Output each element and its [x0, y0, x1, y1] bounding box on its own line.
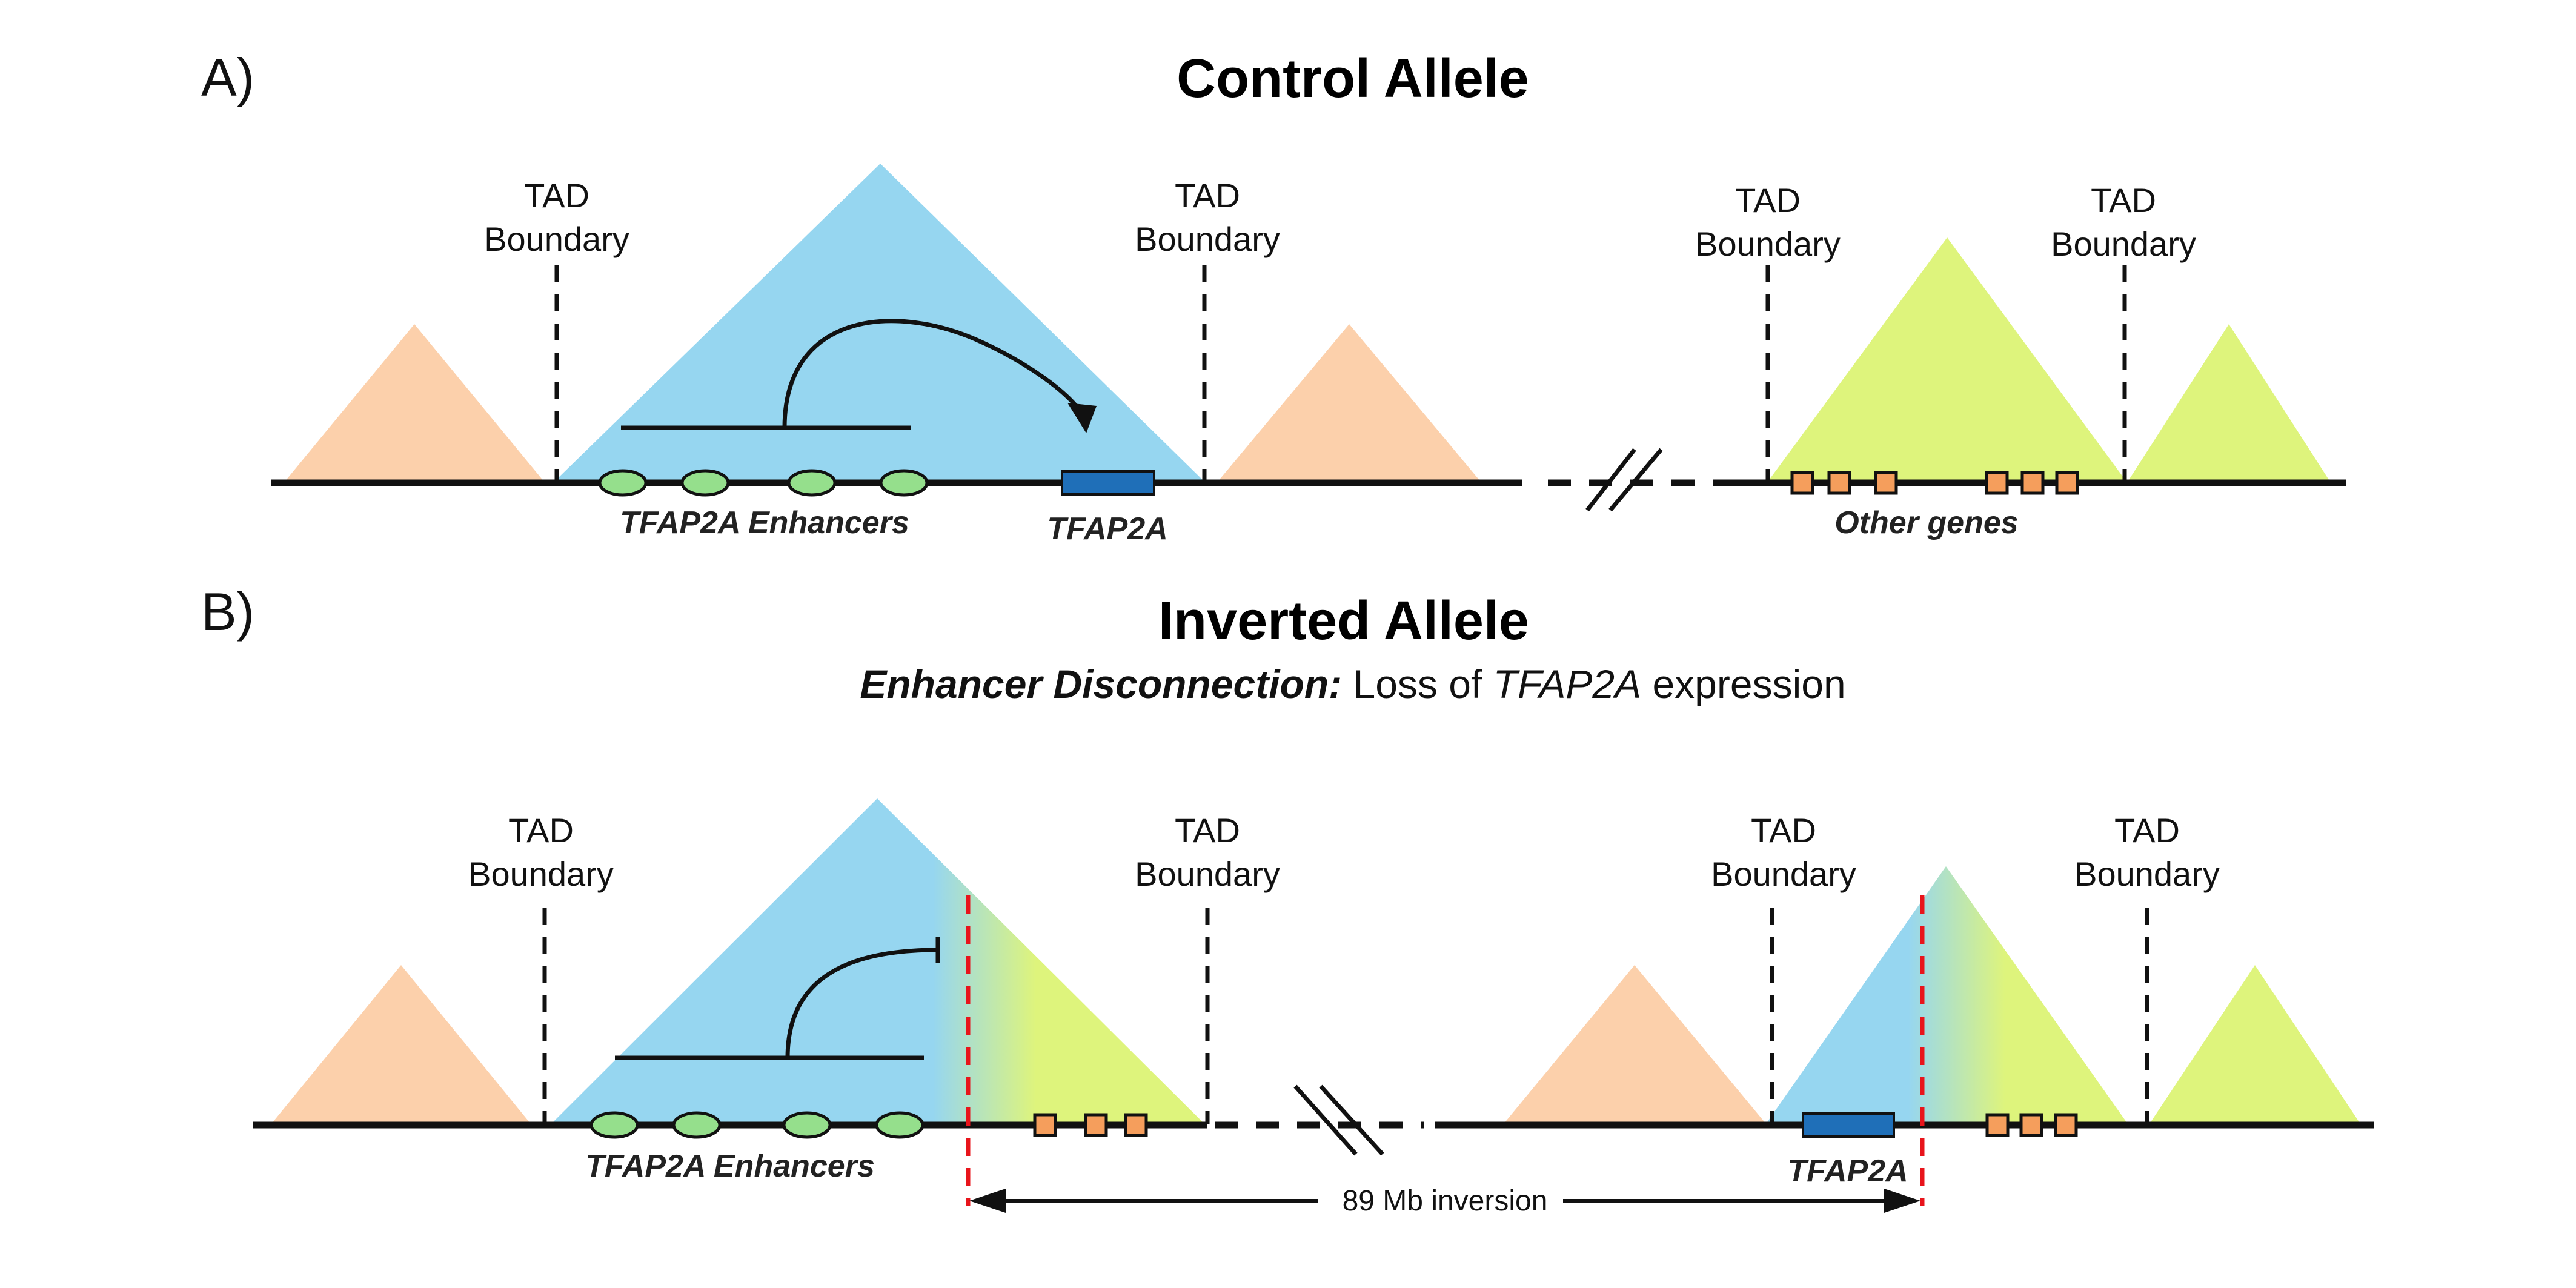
tad-boundary-label: TAD Boundary: [2051, 181, 2196, 263]
tad-peach-left: [285, 324, 544, 482]
enhancer-element: [672, 1111, 722, 1139]
chromosome-break-icon: [1585, 448, 1663, 512]
panel-b-subtitle: Enhancer Disconnection: Loss of TFAP2A e…: [860, 662, 1845, 706]
tad-label-line2: Boundary: [1135, 220, 1280, 258]
tad-label-line1: TAD: [508, 811, 574, 849]
other-gene: [2055, 471, 2079, 495]
tad-boundary-label: TAD Boundary: [1695, 181, 1841, 263]
enhancer-element: [782, 1111, 832, 1139]
tad-label-line2: Boundary: [1135, 855, 1280, 893]
tad-peach-left: [271, 965, 531, 1124]
tad-peach-middle: [1504, 965, 1766, 1124]
tad-green-small: [2128, 324, 2330, 482]
other-gene: [1124, 1113, 1148, 1137]
tad-mixed-right: [1766, 866, 2128, 1124]
tad-label-line1: TAD: [1751, 811, 1816, 849]
tad-label-line1: TAD: [2114, 811, 2180, 849]
inversion-span-arrow: [969, 1189, 1920, 1213]
tfap2a-label: TFAP2A: [1047, 511, 1167, 546]
other-gene: [2019, 1113, 2043, 1137]
other-gene: [1790, 471, 1814, 495]
panel-b-label: B): [201, 582, 254, 642]
tad-peach-right: [1218, 324, 1481, 482]
panel-a: A) Control Allele TAD Boundary TAD Bound…: [201, 47, 2346, 546]
tad-mixed-left: [551, 798, 1204, 1124]
other-gene: [1033, 1113, 1057, 1137]
tad-boundary-label: TAD Boundary: [1135, 176, 1280, 258]
other-gene: [2054, 1113, 2078, 1137]
tad-label-line2: Boundary: [1711, 855, 1856, 893]
blocked-enhancer-arrow: [615, 937, 940, 1060]
enhancer-element: [598, 469, 648, 497]
tad-label-line1: TAD: [2091, 181, 2156, 219]
tad-boundary-label: TAD Boundary: [468, 811, 614, 893]
enhancer-element: [680, 469, 730, 497]
tad-boundary-label: TAD Boundary: [1135, 811, 1280, 893]
tfap2a-label: TFAP2A: [1787, 1154, 1908, 1189]
other-gene: [2020, 471, 2045, 495]
enhancer-element: [787, 469, 837, 497]
panel-a-label: A): [201, 47, 254, 107]
tad-label-line1: TAD: [524, 176, 589, 214]
tad-label-line1: TAD: [1175, 811, 1240, 849]
panel-a-title: Control Allele: [1177, 48, 1529, 109]
other-gene: [1874, 471, 1898, 495]
panel-b-title: Inverted Allele: [1158, 591, 1529, 651]
panel-b: B) Inverted Allele Enhancer Disconnectio…: [201, 582, 2374, 1217]
tad-label-line2: Boundary: [2051, 225, 2196, 263]
chromosome-break-icon: [1293, 1084, 1384, 1156]
tad-label-line2: Boundary: [468, 855, 614, 893]
tad-label-line2: Boundary: [484, 220, 629, 258]
enhancers-label: TFAP2A Enhancers: [620, 505, 909, 540]
tad-boundary-label: TAD Boundary: [1711, 811, 1856, 893]
tfap2a-gene: [1802, 1112, 1895, 1138]
tfap2a-gene: [1061, 470, 1155, 496]
enhancer-element: [875, 1111, 925, 1139]
tad-label-line1: TAD: [1175, 176, 1240, 214]
other-genes-label: Other genes: [1834, 505, 2018, 540]
tad-label-line2: Boundary: [1695, 225, 1841, 263]
tad-label-line2: Boundary: [2074, 855, 2220, 893]
tad-boundary-label: TAD Boundary: [2074, 811, 2220, 893]
tad-boundary-label: TAD Boundary: [484, 176, 629, 258]
enhancer-element: [589, 1111, 639, 1139]
tad-green-other: [1768, 237, 2126, 482]
enhancers-label: TFAP2A Enhancers: [585, 1149, 875, 1184]
other-gene: [1985, 471, 2009, 495]
other-gene: [1827, 471, 1851, 495]
tad-label-line1: TAD: [1735, 181, 1801, 219]
other-gene: [1985, 1113, 2010, 1137]
enhancer-activation-arrow: [621, 319, 1097, 433]
inversion-label: 89 Mb inversion: [1343, 1185, 1548, 1217]
enhancer-element: [879, 469, 929, 497]
other-gene: [1084, 1113, 1108, 1137]
tad-green-small: [2149, 965, 2360, 1124]
